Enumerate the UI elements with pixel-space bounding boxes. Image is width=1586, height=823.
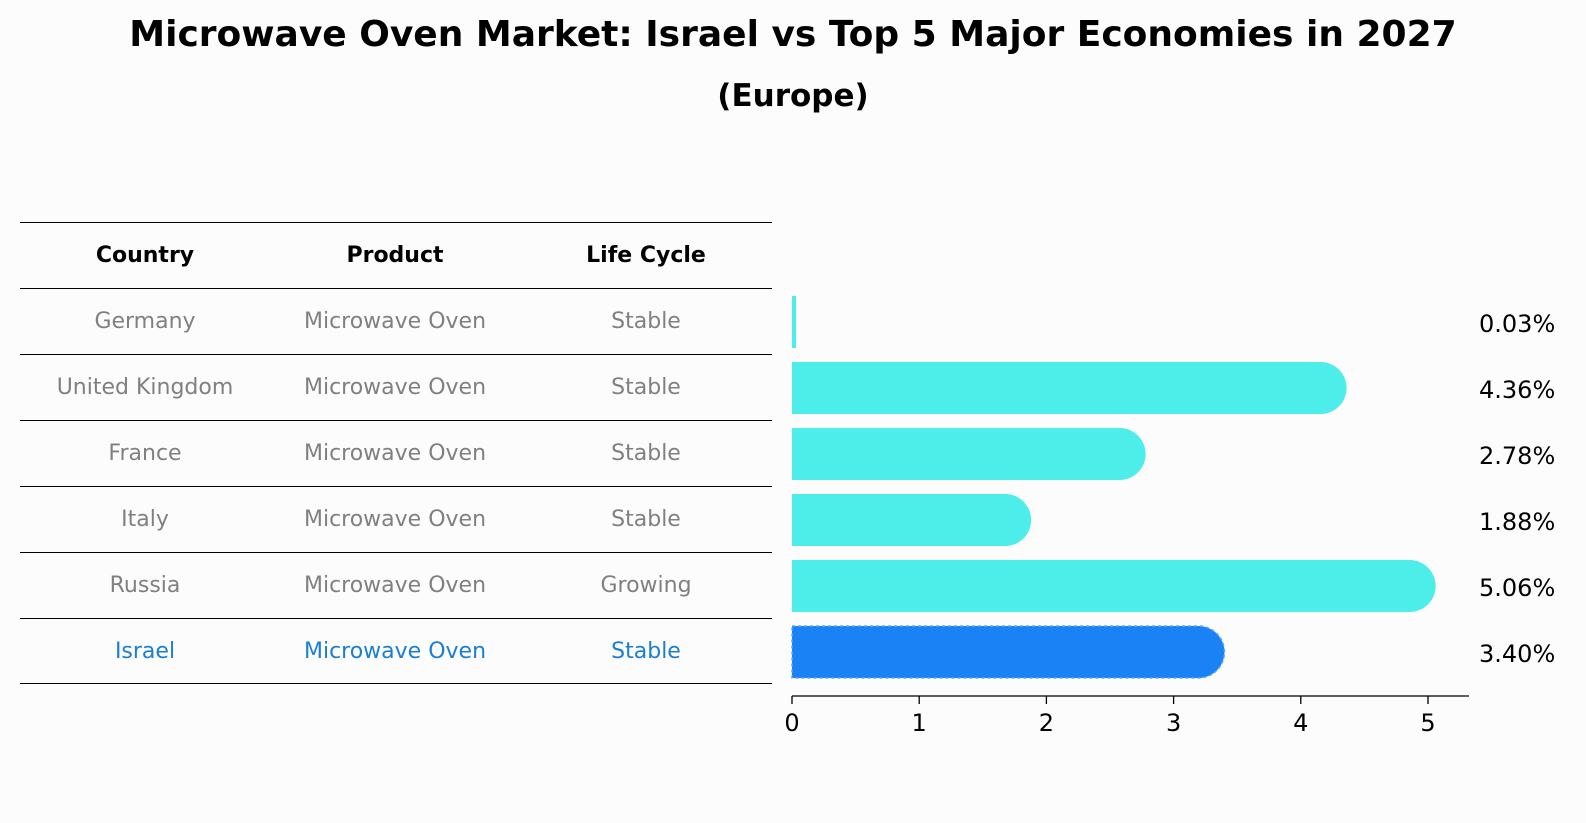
bar-value-label: 0.03%	[1479, 310, 1555, 338]
header-life-cycle: Life Cycle	[586, 243, 706, 268]
table-row: Russia Microwave Oven Growing	[20, 552, 772, 618]
product-cell: Microwave Oven	[303, 441, 487, 466]
x-tick-label: 2	[1039, 709, 1054, 737]
bar-highlight	[791, 625, 1226, 679]
country-cell: Italy	[121, 507, 169, 532]
table-row: France Microwave Oven Stable	[20, 420, 772, 486]
bar	[792, 296, 796, 348]
table-row-highlight: Israel Microwave Oven Stable	[20, 618, 772, 684]
country-cell: Germany	[94, 309, 196, 334]
table-row: United Kingdom Microwave Oven Stable	[20, 354, 772, 420]
x-tick-label: 4	[1293, 709, 1308, 737]
country-cell: Russia	[109, 573, 181, 598]
country-cell: France	[108, 441, 182, 466]
life-cycle-cell: Stable	[611, 375, 681, 400]
bar-value-label: 1.88%	[1479, 508, 1555, 536]
product-cell: Microwave Oven	[303, 309, 487, 334]
bar-value-label: 5.06%	[1479, 574, 1555, 602]
bar-value-label: 4.36%	[1479, 376, 1555, 404]
product-cell: Microwave Oven	[303, 507, 487, 532]
data-table: Country Product Life Cycle Germany Micro…	[20, 222, 772, 684]
chart-subtitle: (Europe)	[717, 78, 869, 114]
country-cell: Israel	[114, 638, 176, 664]
life-cycle-cell: Stable	[611, 507, 681, 532]
x-tick-label: 0	[784, 709, 799, 737]
product-cell: Microwave Oven	[303, 638, 487, 664]
bar	[792, 428, 1146, 480]
header-country: Country	[95, 243, 195, 268]
bar	[792, 560, 1436, 612]
product-cell: Microwave Oven	[303, 375, 487, 400]
country-cell: United Kingdom	[56, 375, 234, 400]
bar-value-label: 3.40%	[1479, 640, 1555, 668]
chart-title: Microwave Oven Market: Israel vs Top 5 M…	[129, 14, 1457, 55]
x-tick-label: 1	[912, 709, 927, 737]
life-cycle-cell: Growing	[600, 573, 692, 598]
header-product: Product	[346, 243, 444, 268]
bar	[792, 494, 1032, 546]
bar	[792, 362, 1347, 414]
table-row: Italy Microwave Oven Stable	[20, 486, 772, 552]
table-row: Germany Microwave Oven Stable	[20, 288, 772, 354]
bar-value-label: 2.78%	[1479, 442, 1555, 470]
product-cell: Microwave Oven	[303, 573, 487, 598]
life-cycle-cell: Stable	[611, 638, 681, 664]
life-cycle-cell: Stable	[611, 309, 681, 334]
x-tick-label: 3	[1166, 709, 1181, 737]
x-tick-label: 5	[1420, 709, 1435, 737]
life-cycle-cell: Stable	[611, 441, 681, 466]
table-header-row: Country Product Life Cycle	[20, 222, 772, 288]
